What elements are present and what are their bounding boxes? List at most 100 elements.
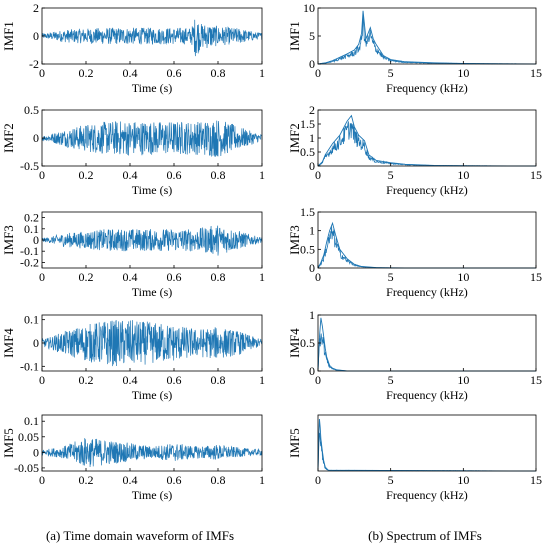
spectrum-envelope: [317, 418, 537, 472]
x-axis-label: Time (s): [132, 388, 173, 402]
x-tick-label: 0: [39, 66, 45, 80]
x-axis-label: Frequency (kHz): [386, 183, 468, 197]
x-tick-label: 10: [457, 373, 469, 387]
y-axis-label: IMF2: [1, 123, 16, 153]
spectrum-series: [317, 333, 536, 372]
x-tick-label: 15: [530, 66, 542, 80]
waveform-series: [41, 438, 263, 467]
y-axis-label: IMF3: [1, 225, 16, 255]
x-tick-label: 5: [388, 473, 394, 487]
y-tick-label: -0.05: [14, 461, 39, 475]
panel-b-imf2: 0 5 10 15 00.511.52 Frequency (kHz) IMF2: [287, 103, 542, 197]
axes-box: [317, 109, 537, 167]
x-tick-label: 0.4: [123, 270, 138, 284]
x-tick-label: 0: [39, 168, 45, 182]
waveform-series: [41, 225, 263, 256]
panel-b-imf4: 0 5 10 15 0 0.5 1 Frequency (kHz) IMF4: [287, 308, 542, 402]
x-axis-label: Frequency (kHz): [386, 81, 468, 95]
x-tick-label: 0.2: [79, 168, 94, 182]
x-axis-label: Frequency (kHz): [386, 285, 468, 299]
y-tick-label: 0: [309, 57, 315, 71]
x-tick-label: 0.2: [79, 270, 94, 284]
x-tick-label: 0: [315, 270, 321, 284]
y-tick-label: 0.5: [300, 145, 315, 159]
x-axis-label: Time (s): [132, 81, 173, 95]
x-tick-label: 0.4: [123, 168, 138, 182]
x-axis-label: Frequency (kHz): [386, 488, 468, 502]
y-tick-label: 0.1: [24, 313, 39, 327]
caption-b: (b) Spectrum of IMFs: [368, 528, 482, 543]
x-tick-label: 15: [530, 168, 542, 182]
y-axis-label: IMF1: [287, 21, 302, 51]
x-tick-label: 0.2: [79, 473, 94, 487]
spectrum-envelope: [317, 317, 536, 372]
y-tick-label: 0.2: [24, 211, 39, 225]
y-tick-label: -0.5: [20, 159, 39, 173]
y-tick-label: 0: [33, 336, 39, 350]
y-axis-label: IMF1: [1, 21, 16, 51]
x-axis-label: Time (s): [132, 488, 173, 502]
panel-b-imf5: 0 5 10 15 Frequency (kHz) IMF5: [287, 414, 542, 502]
x-axis-label: Time (s): [132, 285, 173, 299]
waveform-series: [41, 120, 263, 157]
y-tick-label: 0.05: [18, 430, 39, 444]
x-tick-label: 0: [39, 270, 45, 284]
x-tick-label: 15: [530, 373, 542, 387]
axes-box: [317, 414, 537, 472]
x-tick-label: 10: [457, 168, 469, 182]
y-tick-label: 0.1: [24, 222, 39, 236]
y-tick-label: -2: [29, 57, 39, 71]
x-tick-label: 0: [315, 66, 321, 80]
y-tick-label: -0.2: [20, 255, 39, 269]
x-axis-label: Frequency (kHz): [386, 388, 468, 402]
spectrum-series: [317, 14, 537, 65]
y-tick-label: -0.1: [20, 244, 39, 258]
y-tick-label: 0: [309, 159, 315, 173]
x-tick-label: 0.6: [167, 270, 182, 284]
y-tick-label: 0.5: [24, 103, 39, 117]
spectrum-envelope: [317, 221, 536, 269]
y-tick-label: 0: [33, 233, 39, 247]
y-tick-label: 1: [309, 224, 315, 238]
x-tick-label: 5: [388, 168, 394, 182]
x-tick-label: 5: [388, 270, 394, 284]
x-tick-label: 15: [530, 270, 542, 284]
x-tick-label: 0: [39, 473, 45, 487]
x-tick-label: 0: [39, 373, 45, 387]
y-tick-label: 0: [309, 364, 315, 378]
x-tick-label: 15: [530, 473, 542, 487]
x-tick-label: 1: [259, 168, 265, 182]
x-tick-label: 10: [457, 270, 469, 284]
x-tick-label: 0.8: [211, 373, 226, 387]
axes-box: [41, 414, 263, 472]
x-tick-label: 0.8: [211, 473, 226, 487]
x-tick-label: 1: [259, 270, 265, 284]
x-tick-label: 0.8: [211, 66, 226, 80]
y-tick-label: 1.5: [300, 117, 315, 131]
spectrum-envelope: [317, 10, 537, 65]
y-tick-label: 0: [33, 445, 39, 459]
x-tick-label: 0.2: [79, 66, 94, 80]
x-tick-label: 0: [315, 373, 321, 387]
y-tick-label: 0: [33, 29, 39, 43]
y-tick-label: 2: [33, 1, 39, 15]
x-tick-label: 0: [315, 168, 321, 182]
x-tick-label: 10: [457, 66, 469, 80]
x-axis-label: Time (s): [132, 183, 173, 197]
x-tick-label: 0.4: [123, 473, 138, 487]
x-tick-label: 1: [259, 473, 265, 487]
x-tick-label: 10: [457, 473, 469, 487]
y-axis-label: IMF4: [1, 328, 16, 358]
x-tick-label: 0.4: [123, 373, 138, 387]
caption-a: (a) Time domain waveform of IMFs: [46, 528, 234, 543]
y-axis-label: IMF2: [287, 123, 302, 153]
y-tick-label: 1: [309, 308, 315, 322]
x-tick-label: 0.6: [167, 373, 182, 387]
